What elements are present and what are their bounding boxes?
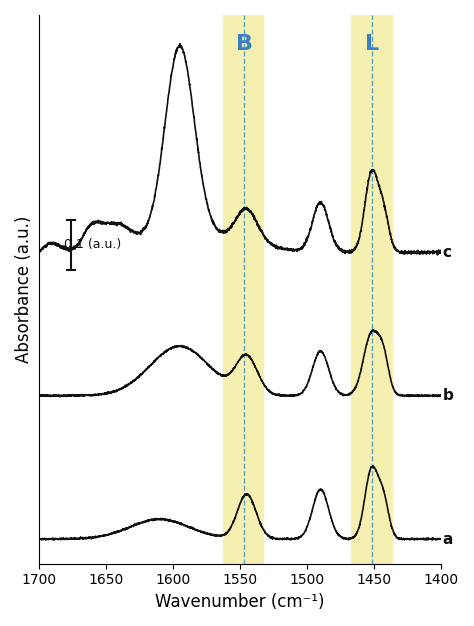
Bar (222, 15, 263, 564)
X-axis label: Wavenumber (cm⁻¹): Wavenumber (cm⁻¹) (155, 593, 325, 611)
Bar (351, 15, 392, 564)
Text: 0.1 (a.u.): 0.1 (a.u.) (64, 239, 121, 252)
Y-axis label: Absorbance (a.u.): Absorbance (a.u.) (15, 216, 33, 363)
Text: L: L (365, 34, 379, 54)
Text: B: B (236, 34, 253, 54)
Text: c: c (443, 245, 452, 260)
Text: b: b (443, 388, 454, 403)
Text: a: a (443, 531, 453, 546)
